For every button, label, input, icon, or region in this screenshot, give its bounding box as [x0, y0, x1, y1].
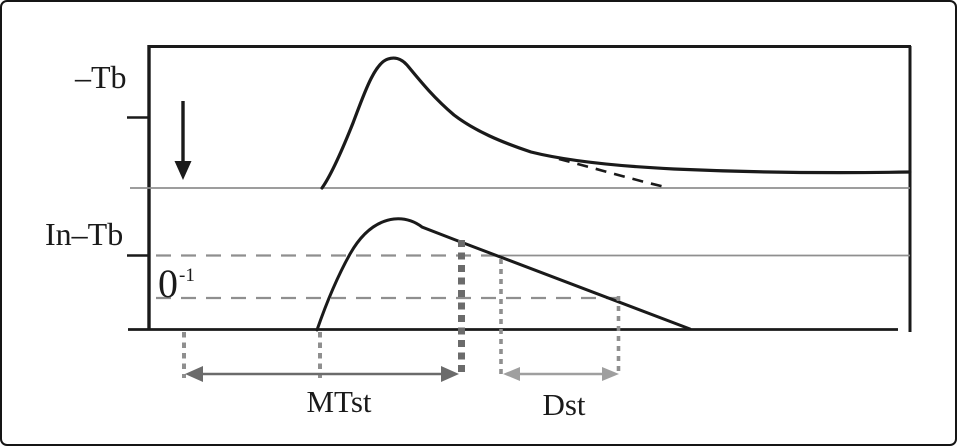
- dst-arrow-left-head-icon: [503, 367, 520, 381]
- dst-interval-label: Dst: [542, 387, 586, 422]
- top-curve-extrapolation-dashed: [558, 157, 666, 189]
- mtst-arrow-right-head-icon: [441, 366, 459, 382]
- zero-exponent: -1: [179, 264, 195, 286]
- zero-base: 0: [158, 261, 178, 306]
- bottom-panel-ylabel: In–Tb: [45, 216, 124, 252]
- bottom-curve: [315, 217, 692, 332]
- injection-arrow-head-icon: [174, 161, 192, 180]
- dst-arrow-right-head-icon: [602, 367, 619, 381]
- top-panel-ylabel: –Tb: [75, 59, 127, 95]
- mtst-interval-label: MTst: [306, 384, 372, 419]
- mtst-arrow-left-head-icon: [185, 366, 203, 382]
- zero-power-label: 0-1: [158, 261, 195, 306]
- top-curve: [320, 56, 912, 190]
